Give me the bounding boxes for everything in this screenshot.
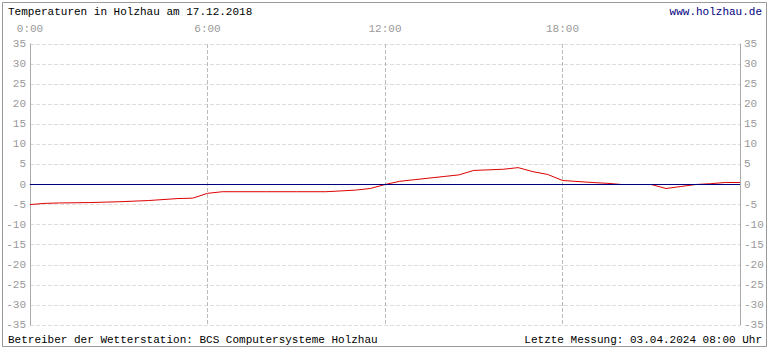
svg-text:12:00: 12:00 [368, 23, 401, 35]
svg-text:35: 35 [13, 38, 26, 50]
svg-text:20: 20 [13, 98, 26, 110]
svg-text:-10: -10 [6, 219, 26, 231]
svg-text:www.holzhau.de: www.holzhau.de [670, 6, 762, 18]
svg-text:30: 30 [744, 58, 757, 70]
svg-text:-30: -30 [744, 299, 764, 311]
svg-text:0:00: 0:00 [17, 23, 43, 35]
svg-text:Betreiber der Wetterstation: B: Betreiber der Wetterstation: BCS Compute… [8, 334, 378, 346]
svg-text:-10: -10 [744, 219, 764, 231]
svg-text:30: 30 [13, 58, 26, 70]
svg-text:10: 10 [744, 138, 757, 150]
svg-text:6:00: 6:00 [194, 23, 220, 35]
svg-text:-15: -15 [6, 239, 26, 251]
svg-text:25: 25 [13, 78, 26, 90]
svg-text:10: 10 [13, 138, 26, 150]
svg-text:5: 5 [19, 158, 26, 170]
svg-text:0: 0 [744, 179, 751, 191]
svg-text:-35: -35 [744, 319, 764, 331]
svg-text:-5: -5 [13, 199, 26, 211]
svg-text:Temperaturen in Holzhau am 17.: Temperaturen in Holzhau am 17.12.2018 [8, 6, 252, 18]
svg-text:Letzte Messung: 03.04.2024 08:: Letzte Messung: 03.04.2024 08:00 Uhr [524, 334, 762, 346]
svg-text:5: 5 [744, 158, 751, 170]
svg-text:-15: -15 [744, 239, 764, 251]
svg-text:0: 0 [19, 179, 26, 191]
svg-text:-25: -25 [744, 279, 764, 291]
svg-text:-5: -5 [744, 199, 757, 211]
svg-text:-25: -25 [6, 279, 26, 291]
svg-text:15: 15 [13, 118, 26, 130]
svg-text:35: 35 [744, 38, 757, 50]
svg-text:-20: -20 [6, 259, 26, 271]
svg-text:20: 20 [744, 98, 757, 110]
svg-text:18:00: 18:00 [546, 23, 579, 35]
svg-text:-20: -20 [744, 259, 764, 271]
svg-text:15: 15 [744, 118, 757, 130]
svg-text:25: 25 [744, 78, 757, 90]
svg-text:-35: -35 [6, 319, 26, 331]
svg-text:-30: -30 [6, 299, 26, 311]
